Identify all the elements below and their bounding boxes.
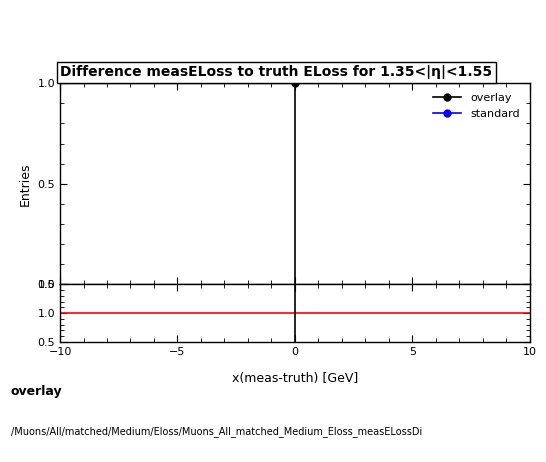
Text: Difference measELoss to truth ELoss for 1.35<|η|<1.55: Difference measELoss to truth ELoss for … bbox=[60, 65, 492, 79]
Y-axis label: Entries: Entries bbox=[19, 162, 32, 206]
Text: /Muons/All/matched/Medium/Eloss/Muons_All_matched_Medium_Eloss_measELossDi: /Muons/All/matched/Medium/Eloss/Muons_Al… bbox=[11, 426, 422, 437]
Legend: overlay, standard: overlay, standard bbox=[429, 89, 524, 123]
Text: overlay: overlay bbox=[11, 385, 63, 398]
Text: x(meas-truth) [GeV]: x(meas-truth) [GeV] bbox=[232, 372, 358, 385]
